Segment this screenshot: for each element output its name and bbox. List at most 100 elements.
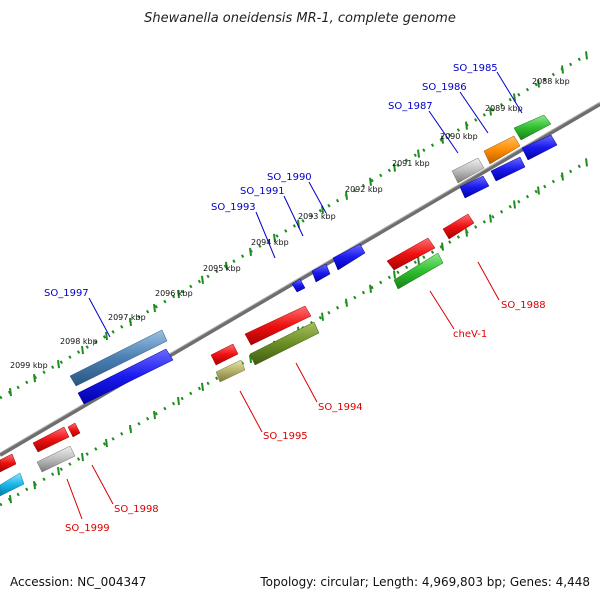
- gene-red-extra-4[interactable]: [32, 426, 70, 453]
- ruler-tick: [57, 359, 60, 369]
- label-so1998[interactable]: SO_1998: [114, 504, 159, 515]
- ruler-tick: [153, 303, 156, 313]
- gene-so1995-arrow[interactable]: [215, 359, 246, 383]
- gene-red-extra-1[interactable]: [386, 237, 436, 271]
- ruler-tick: [345, 298, 348, 307]
- ruler-tick: [513, 200, 516, 209]
- label-so1994[interactable]: SO_1994: [318, 402, 363, 413]
- scale-label-2091: 2091 kbp: [392, 159, 430, 168]
- ruler-tick: [9, 388, 12, 397]
- scale-label-2097: 2097 kbp: [108, 313, 146, 322]
- ruler-tick: [177, 289, 180, 299]
- gene-so1998-arrow[interactable]: [36, 445, 76, 473]
- ruler-tick: [537, 186, 540, 195]
- ruler-tick: [441, 242, 444, 251]
- ruler-tick: [57, 466, 60, 476]
- gene-so1999-arrow[interactable]: [0, 472, 25, 497]
- ruler-tick: [321, 312, 324, 321]
- ruler-tick: [489, 107, 492, 116]
- ruler-tick: [465, 121, 468, 130]
- gene-red-edge[interactable]: [0, 453, 17, 473]
- label-so1988[interactable]: SO_1988: [501, 300, 546, 311]
- ruler-tick: [441, 135, 444, 144]
- ruler-tick: [585, 158, 588, 167]
- ruler-tick: [561, 172, 564, 181]
- ruler-tick: [105, 438, 108, 448]
- scale-ruler-ticks: [9, 51, 588, 397]
- ruler-tick: [417, 149, 420, 158]
- scale-label-2093: 2093 kbp: [298, 212, 336, 221]
- label-so1987[interactable]: SO_1987: [388, 101, 433, 112]
- label-so1997[interactable]: SO_1997: [44, 288, 89, 299]
- ruler-tick: [273, 233, 276, 242]
- label-chev1[interactable]: cheV-1: [453, 329, 487, 340]
- ruler-tick: [561, 65, 564, 74]
- gene-so1997-arrow[interactable]: [69, 329, 168, 387]
- gene-forward-blue-1[interactable]: [521, 134, 558, 161]
- ruler-tick: [489, 214, 492, 223]
- ruler-tick: [537, 79, 540, 88]
- ruler-tick: [33, 480, 36, 490]
- gene-so1990-arrow[interactable]: [332, 243, 366, 271]
- gene-so1994-arrow[interactable]: [249, 321, 320, 366]
- ruler-tick: [177, 396, 180, 406]
- label-so1999[interactable]: SO_1999: [65, 523, 110, 534]
- label-so1985[interactable]: SO_1985: [453, 63, 498, 74]
- gene-red-extra-3[interactable]: [210, 343, 239, 366]
- gene-forward-blue-4[interactable]: [77, 348, 174, 405]
- label-so1991[interactable]: SO_1991: [240, 186, 285, 197]
- scale-label-2092: 2092 kbp: [345, 185, 383, 194]
- gene-red-extra-2[interactable]: [244, 305, 312, 346]
- scale-label-2095: 2095 kbp: [203, 264, 241, 273]
- ruler-tick: [105, 331, 108, 341]
- label-so1995[interactable]: SO_1995: [263, 431, 308, 442]
- gene-so1987-arrow[interactable]: [451, 157, 485, 184]
- gene-chev1-arrow[interactable]: [393, 252, 444, 290]
- gene-forward-blue-2[interactable]: [490, 156, 526, 182]
- ruler-tick: [153, 410, 156, 420]
- accession-text: Accession: NC_004347: [10, 575, 146, 589]
- gene-so1993-arrow[interactable]: [291, 278, 306, 293]
- ruler-tick: [465, 228, 468, 237]
- forward-leader-lines: [88, 71, 523, 338]
- gene-red-extra-5[interactable]: [67, 422, 81, 438]
- ruler-tick: [129, 424, 132, 434]
- ruler-tick: [249, 354, 252, 363]
- ruler-tick: [81, 452, 84, 462]
- scale-label-2090: 2090 kbp: [440, 132, 478, 141]
- gene-so1991-arrow[interactable]: [311, 263, 331, 283]
- ruler-tick: [417, 256, 420, 265]
- ruler-tick: [345, 191, 348, 200]
- gene-so1988-arrow[interactable]: [442, 213, 475, 240]
- scale-label-2094: 2094 kbp: [251, 238, 289, 247]
- scale-label-2099: 2099 kbp: [10, 361, 48, 370]
- ruler-tick: [321, 205, 324, 214]
- ruler-tick: [225, 261, 228, 271]
- ruler-tick: [585, 51, 588, 60]
- scale-label-2089: 2089 kbp: [485, 104, 523, 113]
- reverse-leader-lines: [66, 261, 500, 520]
- label-so1990[interactable]: SO_1990: [267, 172, 312, 183]
- ruler-tick: [369, 284, 372, 293]
- ruler-tick: [393, 270, 396, 279]
- ruler-tick: [9, 495, 12, 504]
- scale-label-2098: 2098 kbp: [60, 337, 98, 346]
- ruler-tick: [201, 275, 204, 285]
- gene-so1986-arrow[interactable]: [483, 135, 521, 165]
- ruler-tick: [369, 177, 372, 186]
- ruler-tick: [81, 345, 84, 355]
- label-so1986[interactable]: SO_1986: [422, 82, 467, 93]
- scale-label-2088: 2088 kbp: [532, 77, 570, 86]
- ruler-tick: [393, 163, 396, 172]
- genome-summary-text: Topology: circular; Length: 4,969,803 bp…: [259, 575, 590, 589]
- ruler-tick: [201, 382, 204, 392]
- gene-so1985-arrow[interactable]: [513, 114, 552, 141]
- ruler-tick: [33, 373, 36, 383]
- ruler-tick: [513, 93, 516, 102]
- scale-label-2096: 2096 kbp: [155, 289, 193, 298]
- label-so1993[interactable]: SO_1993: [211, 202, 256, 213]
- map-title: Shewanella oneidensis MR-1, complete gen…: [144, 11, 456, 26]
- gene-forward-blue-3[interactable]: [459, 175, 490, 199]
- ruler-tick: [249, 247, 252, 256]
